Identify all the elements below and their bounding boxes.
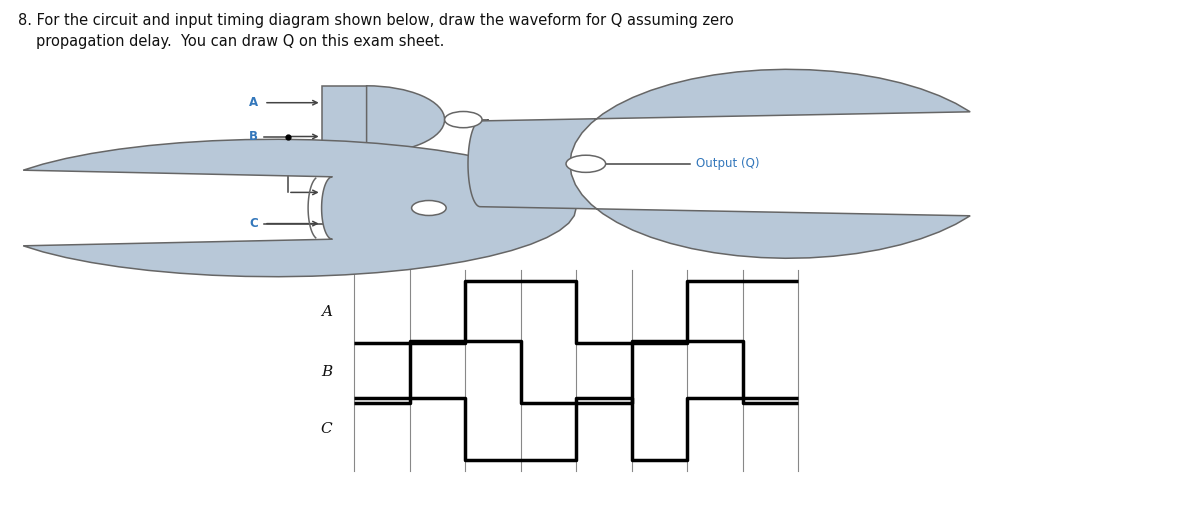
Text: B: B xyxy=(322,365,332,379)
Text: C: C xyxy=(250,217,258,230)
Circle shape xyxy=(412,201,446,215)
Text: 8. For the circuit and input timing diagram shown below, draw the waveform for Q: 8. For the circuit and input timing diag… xyxy=(18,13,733,28)
Circle shape xyxy=(444,111,482,128)
Text: propagation delay.  You can draw Q on this exam sheet.: propagation delay. You can draw Q on thi… xyxy=(36,34,444,49)
Polygon shape xyxy=(23,139,576,277)
Text: B: B xyxy=(250,130,258,143)
Text: C: C xyxy=(320,422,332,436)
Wedge shape xyxy=(367,86,445,153)
Text: A: A xyxy=(248,96,258,109)
Circle shape xyxy=(566,155,606,172)
Text: A: A xyxy=(322,305,332,319)
Text: Output (Q): Output (Q) xyxy=(696,157,760,170)
FancyBboxPatch shape xyxy=(322,86,367,153)
Polygon shape xyxy=(468,69,970,258)
